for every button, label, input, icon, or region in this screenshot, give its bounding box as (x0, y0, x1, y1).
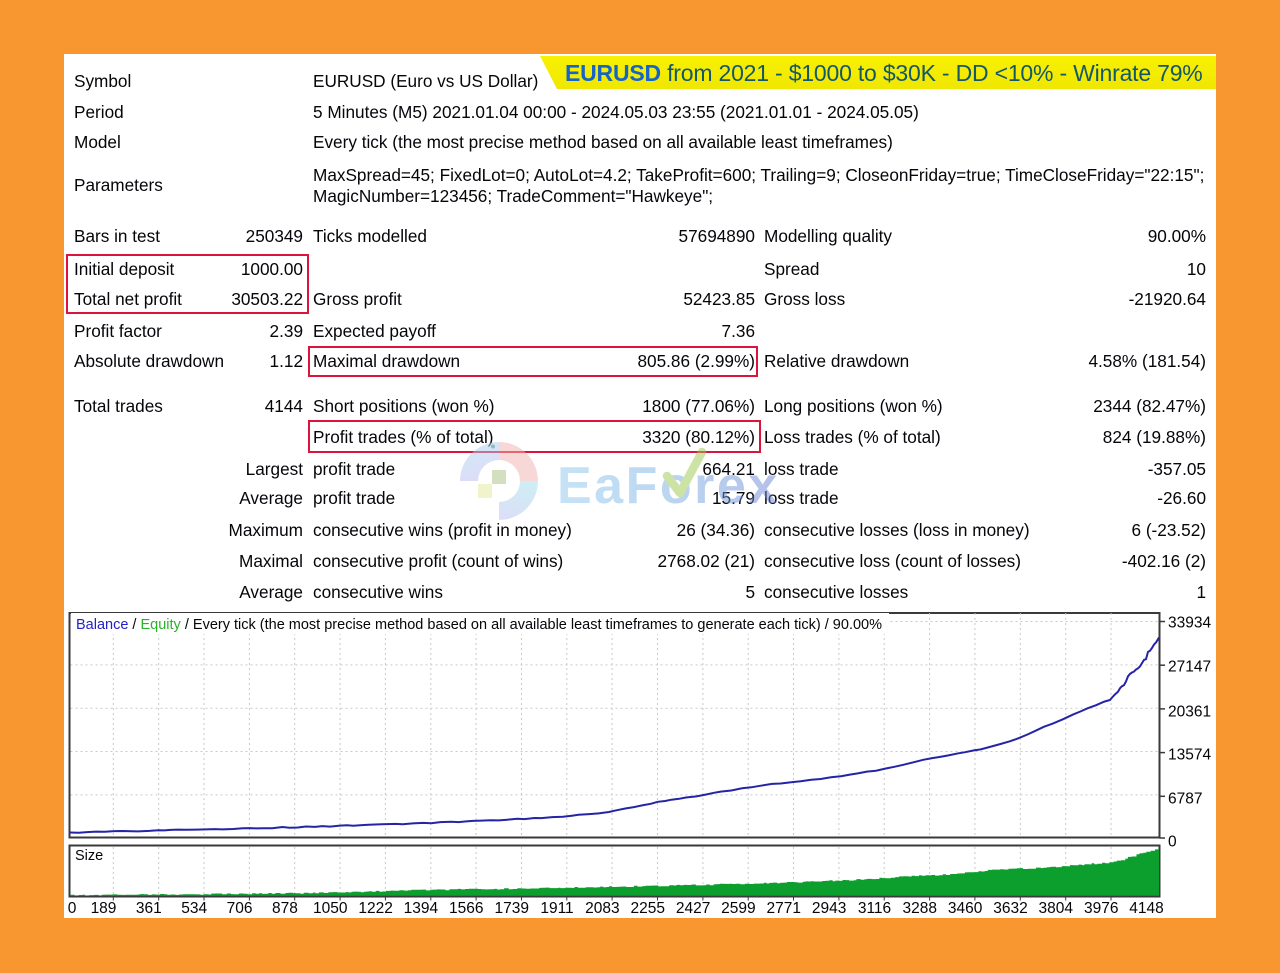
svg-text:13574: 13574 (1168, 747, 1211, 764)
svg-text:3288: 3288 (903, 900, 937, 917)
svg-text:1566: 1566 (449, 900, 483, 917)
svg-text:Size: Size (75, 848, 103, 864)
svg-text:1394: 1394 (404, 900, 439, 917)
svg-text:3976: 3976 (1084, 900, 1118, 917)
svg-text:1222: 1222 (358, 900, 392, 917)
svg-text:27147: 27147 (1168, 659, 1211, 676)
svg-text:878: 878 (272, 900, 298, 917)
svg-text:2083: 2083 (585, 900, 619, 917)
svg-text:Balance / Equity / Every tick: Balance / Equity / Every tick (the most … (76, 617, 882, 633)
svg-text:1739: 1739 (494, 900, 528, 917)
svg-text:2943: 2943 (812, 900, 846, 917)
svg-text:6787: 6787 (1168, 791, 1202, 808)
svg-text:33934: 33934 (1168, 615, 1211, 632)
svg-text:3804: 3804 (1039, 900, 1074, 917)
svg-text:2599: 2599 (721, 900, 755, 917)
svg-text:0: 0 (1168, 834, 1177, 851)
svg-text:2771: 2771 (767, 900, 801, 917)
svg-text:EaForex: EaForex (557, 457, 780, 515)
svg-text:534: 534 (181, 900, 207, 917)
svg-text:3460: 3460 (948, 900, 983, 917)
svg-text:3632: 3632 (993, 900, 1027, 917)
svg-text:3116: 3116 (858, 900, 891, 917)
svg-text:189: 189 (91, 900, 117, 917)
svg-text:1050: 1050 (313, 900, 348, 917)
svg-text:0: 0 (68, 900, 77, 917)
svg-text:2427: 2427 (676, 900, 710, 917)
svg-text:2255: 2255 (630, 900, 664, 917)
svg-text:1911: 1911 (540, 900, 573, 917)
svg-text:20361: 20361 (1168, 704, 1211, 721)
svg-text:706: 706 (227, 900, 253, 917)
svg-text:4148: 4148 (1129, 900, 1163, 917)
svg-text:361: 361 (136, 900, 162, 917)
